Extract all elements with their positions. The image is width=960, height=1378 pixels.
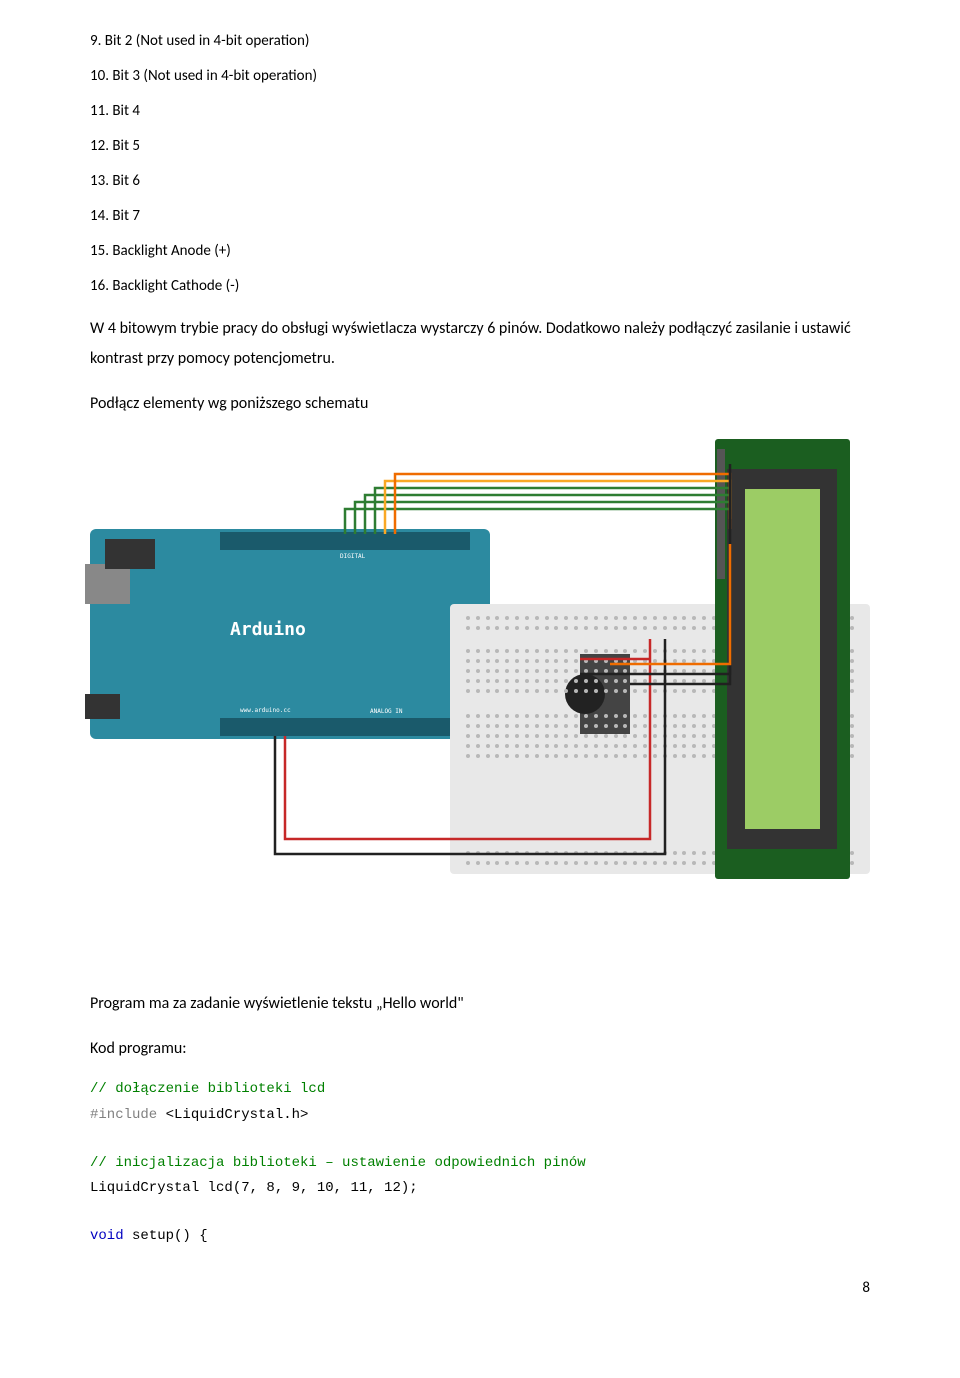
list-item: 12. Bit 5 [90, 133, 870, 160]
arduino-digital-label: DIGITAL [340, 553, 365, 560]
code-include: #include <LiquidCrystal.h> [90, 1104, 870, 1128]
list-item: 9. Bit 2 (Not used in 4-bit operation) [90, 28, 870, 55]
paragraph-instructions: Podłącz elementy wg poniższego schematu [90, 389, 870, 419]
arduino-chip [105, 539, 155, 569]
page-number: 8 [90, 1279, 870, 1297]
code-setup: void setup() { [90, 1225, 870, 1249]
list-item: 13. Bit 6 [90, 168, 870, 195]
code-blank [90, 1203, 870, 1223]
arduino-power-jack [85, 694, 120, 719]
wiring-schematic: Arduino www.arduino.cc DIGITAL ANALOG IN [90, 439, 870, 939]
pin-list: 9. Bit 2 (Not used in 4-bit operation) 1… [90, 28, 870, 300]
paragraph-intro: W 4 bitowym trybie pracy do obsługi wyśw… [90, 314, 870, 375]
code-comment: // inicjalizacja biblioteki – ustawienie… [90, 1152, 870, 1176]
code-comment: // dołączenie biblioteki lcd [90, 1078, 870, 1102]
code-setup-rest: setup() { [124, 1228, 208, 1244]
arduino-digital-header [220, 532, 470, 550]
arduino-analog-header [220, 718, 470, 736]
code-keyword: void [90, 1228, 124, 1244]
code-statement: LiquidCrystal lcd(7, 8, 9, 10, 11, 12); [90, 1177, 870, 1201]
code-include-arg: <LiquidCrystal.h> [157, 1107, 308, 1123]
list-item: 10. Bit 3 (Not used in 4-bit operation) [90, 63, 870, 90]
arduino-url: www.arduino.cc [240, 707, 291, 714]
lcd-module [715, 439, 850, 879]
paragraph-code-label: Kod programu: [90, 1034, 870, 1064]
code-block: // dołączenie biblioteki lcd #include <L… [90, 1078, 870, 1249]
code-preprocessor: #include [90, 1107, 157, 1123]
arduino-board: Arduino www.arduino.cc DIGITAL ANALOG IN [90, 529, 490, 739]
arduino-analog-label: ANALOG IN [370, 708, 403, 715]
code-blank [90, 1130, 870, 1150]
lcd-pin-header [717, 449, 725, 579]
list-item: 11. Bit 4 [90, 98, 870, 125]
lcd-display-area [745, 489, 820, 829]
list-item: 15. Backlight Anode (+) [90, 238, 870, 265]
list-item: 16. Backlight Cathode (-) [90, 273, 870, 300]
list-item: 14. Bit 7 [90, 203, 870, 230]
paragraph-program: Program ma za zadanie wyświetlenie tekst… [90, 989, 870, 1019]
arduino-logo: Arduino [230, 619, 306, 640]
lcd-bezel [727, 469, 837, 849]
arduino-usb-port [85, 564, 130, 604]
